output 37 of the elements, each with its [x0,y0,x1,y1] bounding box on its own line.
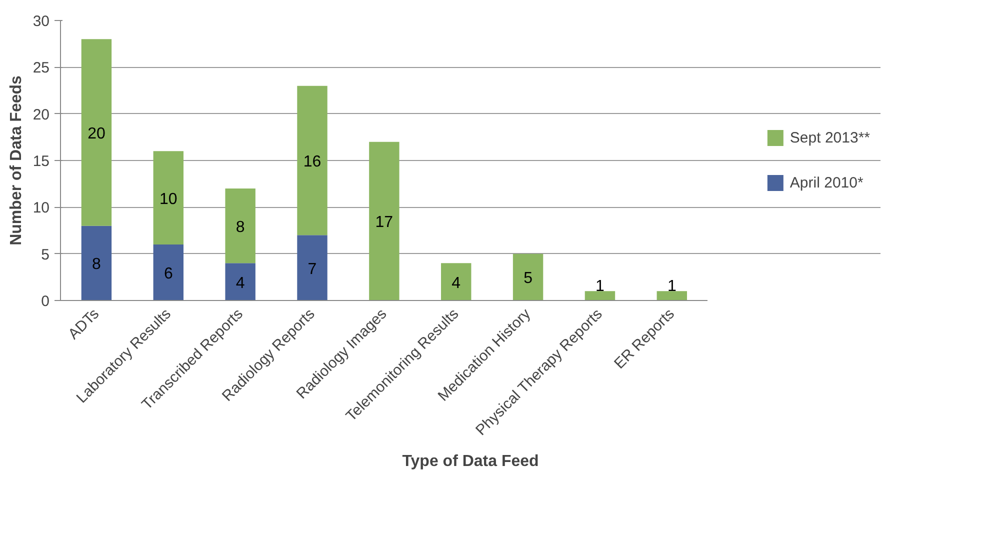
data-label: 10 [159,190,178,208]
bar [297,86,328,236]
y-tick-label: 5 [41,246,50,264]
x-axis-title: Type of Data Feed [402,452,539,470]
y-tick-label: 30 [32,13,50,30]
bar [656,291,688,300]
data-label: 4 [452,274,461,292]
bar [153,244,184,300]
bar [512,254,544,300]
bar [81,226,112,300]
bar [297,235,328,300]
data-label: 20 [88,126,106,142]
data-label: 17 [375,214,394,232]
bar [225,263,256,300]
bar [153,151,184,244]
data-label: 16 [303,154,322,170]
bar [584,291,616,300]
legend-label: April 2010* [790,174,864,191]
bar [369,142,400,300]
y-axis-title: Number of Data Feeds [8,75,25,246]
data-label: 7 [308,260,317,278]
bar [441,263,472,300]
y-tick-label: 25 [32,60,50,77]
bar [225,188,256,264]
data-label: 5 [524,270,533,288]
data-label: 1 [596,278,605,296]
data-label: 1 [667,278,676,296]
y-tick-label: 15 [32,153,50,170]
data-label: 6 [164,266,173,282]
data-label: 8 [236,218,245,236]
data-label: 8 [92,256,102,274]
y-tick-label: 0 [41,293,50,310]
y-tick-label: 10 [32,200,50,217]
y-tick-label: 20 [32,106,50,124]
data-label: 4 [236,274,245,292]
legend-label: Sept 2013** [790,129,870,146]
bar [81,39,112,226]
